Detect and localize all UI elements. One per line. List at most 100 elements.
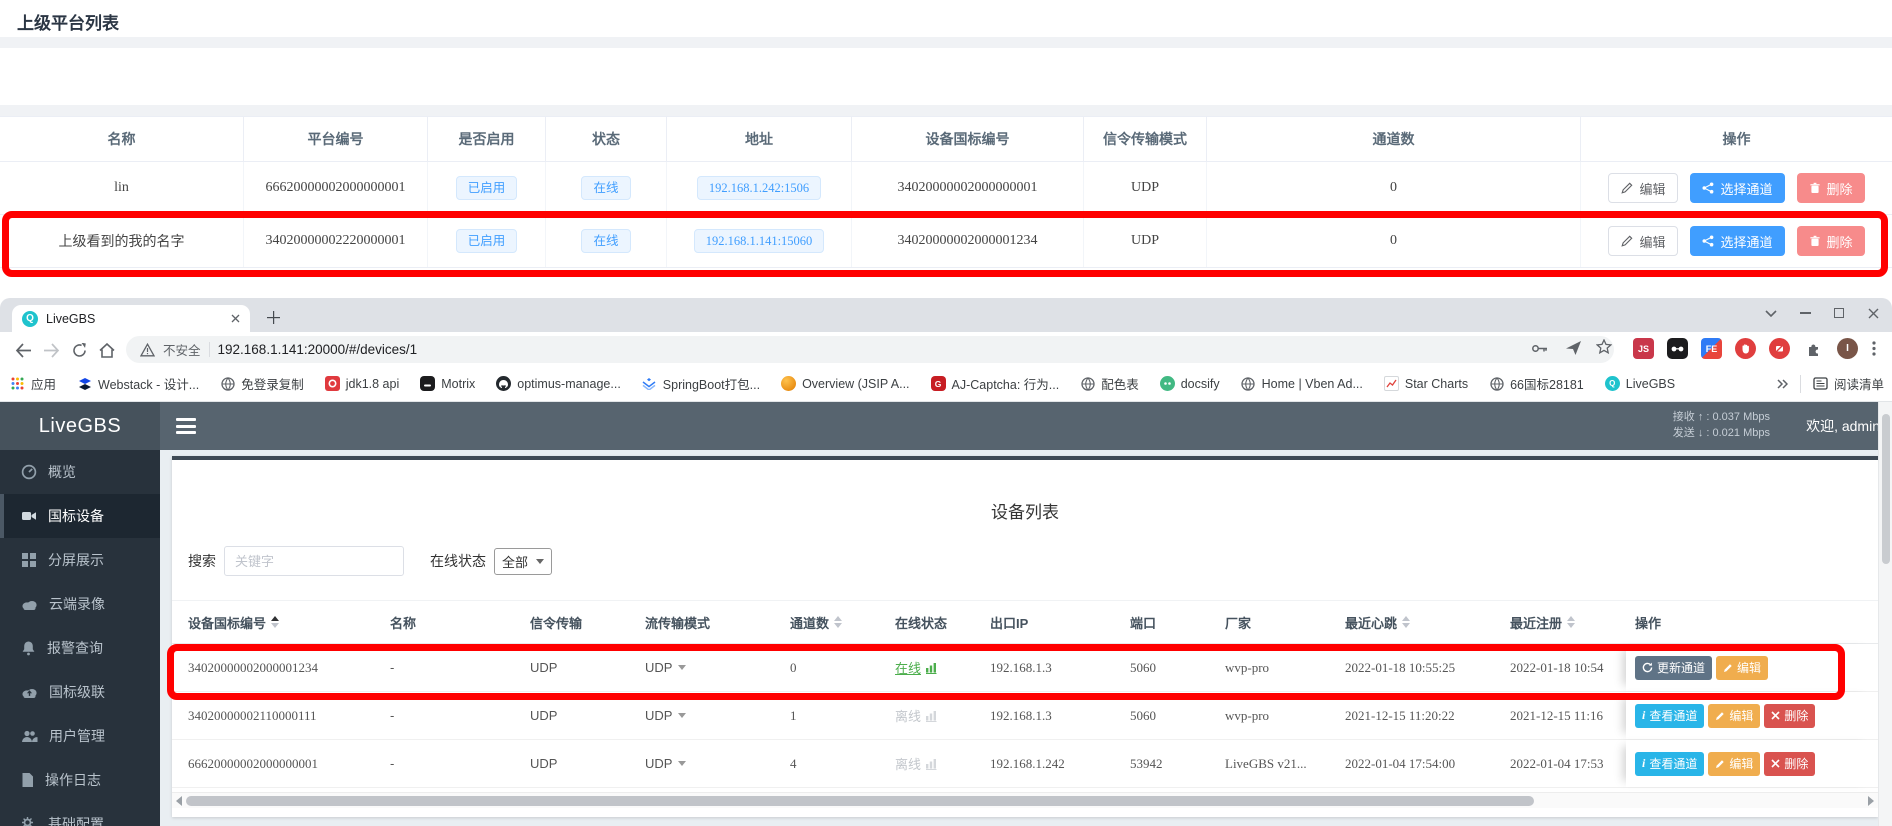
profile-avatar[interactable]: I [1837, 338, 1858, 359]
view-channels-button[interactable]: i 查看通道 [1635, 751, 1705, 776]
col-registered[interactable]: 最近注册 [1510, 613, 1626, 632]
window-close-button[interactable] [1856, 298, 1890, 328]
tab-search-chevron-icon[interactable] [1754, 298, 1788, 328]
select-channel-button[interactable]: 选择通道 [1690, 226, 1785, 256]
col-device-gb-id[interactable]: 设备国标编号 [188, 613, 390, 632]
hamburger-menu-icon[interactable] [176, 418, 196, 434]
edit-button[interactable]: 编辑 [1708, 703, 1761, 728]
edit-button[interactable]: 编辑 [1608, 226, 1679, 256]
bookmark-vben[interactable]: Home | Vben Ad... [1241, 376, 1363, 391]
bookmark-motrix[interactable]: Motrix [420, 376, 475, 391]
col-header-name: 名称 [107, 131, 136, 147]
back-icon[interactable] [12, 339, 34, 361]
col-header-device-gb-id: 设备国标编号 [851, 117, 1083, 161]
cell-channels: 0 [1206, 162, 1580, 214]
bookmark-apps[interactable]: 应用 [10, 374, 56, 393]
ext-adblock-hand-icon[interactable] [1735, 338, 1756, 359]
sidebar-item-basic-config[interactable]: 基础配置 [0, 802, 160, 826]
window-minimize-button[interactable] [1788, 298, 1822, 328]
col-port: 端口 [1130, 615, 1157, 631]
delete-button[interactable]: 删除 [1796, 173, 1865, 203]
sort-icon [1567, 616, 1576, 628]
bookmark-springboot[interactable]: SpringBoot打包... [642, 374, 760, 393]
sidebar-item-user-management[interactable]: 用户管理 [0, 714, 160, 758]
new-tab-button[interactable] [262, 306, 284, 328]
close-icon [1771, 711, 1780, 720]
view-channels-button[interactable]: i 查看通道 [1635, 703, 1705, 728]
scroll-right-icon[interactable] [1868, 795, 1874, 806]
window-vertical-scrollbar[interactable] [1878, 402, 1892, 826]
bookmark-starcharts[interactable]: Star Charts [1383, 376, 1468, 391]
cell-registered: 2022-01-04 17:53 [1510, 755, 1604, 771]
col-channels[interactable]: 通道数 [790, 613, 895, 632]
col-heartbeat[interactable]: 最近心跳 [1345, 613, 1510, 632]
delete-button[interactable]: 删除 [1764, 751, 1816, 776]
bookmark-star-icon[interactable] [1596, 339, 1612, 354]
online-status-link[interactable]: 在线 [895, 658, 938, 677]
select-channel-button[interactable]: 选择通道 [1690, 173, 1785, 203]
traffic-stats: 接收 ↑ : 0.037 Mbps 发送 ↓ : 0.021 Mbps [1673, 409, 1770, 441]
bookmark-gb28181[interactable]: 66国标28181 [1489, 374, 1584, 393]
bookmark-copy[interactable]: 免登录复制 [220, 374, 304, 393]
cell-name: - [390, 756, 395, 771]
bookmark-docsify[interactable]: docsify [1159, 376, 1220, 391]
extensions-puzzle-icon[interactable] [1803, 338, 1824, 359]
bookmark-github[interactable]: optimus-manage... [496, 376, 621, 391]
bookmark-jsip[interactable]: Overview (JSIP A... [781, 376, 910, 391]
scrollbar-thumb[interactable] [186, 796, 1534, 806]
welcome-user[interactable]: 欢迎, admin [1806, 418, 1880, 434]
sidebar-item-operation-log[interactable]: 操作日志 [0, 758, 160, 802]
browser-tab-livegbs[interactable]: Q LiveGBS [12, 305, 250, 332]
stream-mode-dropdown[interactable]: UDP [645, 708, 687, 723]
device-table-header: 设备国标编号 名称 信令传输 流传输模式 通道数 在线状态 出口IP 端口 厂家… [172, 600, 1878, 644]
col-signal: 信令传输 [530, 615, 583, 631]
search-input[interactable] [224, 546, 404, 576]
window-maximize-button[interactable] [1822, 298, 1856, 328]
bookmark-livegbs[interactable]: Q LiveGBS [1604, 376, 1675, 391]
sidebar-item-split-screen[interactable]: 分屏展示 [0, 538, 160, 582]
sidebar-item-cloud-record[interactable]: 云端录像 [0, 582, 160, 626]
sidebar-item-gb-cascade[interactable]: 国标级联 [0, 670, 160, 714]
online-status-label: 在线状态 [430, 553, 486, 569]
cell-port: 5060 [1130, 659, 1156, 675]
stream-mode-dropdown[interactable]: UDP [645, 660, 687, 675]
delete-button[interactable]: 删除 [1764, 703, 1816, 728]
bookmark-ajcaptcha[interactable]: G AJ-Captcha: 行为... [930, 374, 1059, 393]
sidebar-item-gb-devices[interactable]: 国标设备 [0, 494, 160, 538]
edit-button[interactable]: 编辑 [1716, 655, 1769, 680]
delete-button[interactable]: 删除 [1796, 226, 1865, 256]
col-vendor: 厂家 [1225, 615, 1252, 631]
browser-menu-icon[interactable] [1863, 338, 1884, 359]
address-bar[interactable]: 不安全 192.168.1.141:20000/#/devices/1 [126, 336, 1614, 363]
scroll-left-icon[interactable] [176, 795, 182, 806]
update-channels-button[interactable]: 更新通道 [1635, 655, 1713, 680]
bookmark-jdk[interactable]: jdk1.8 api [324, 376, 399, 391]
key-icon[interactable] [1531, 341, 1548, 356]
sidebar-item-alarm-query[interactable]: 报警查询 [0, 626, 160, 670]
ext-image-blocker-icon[interactable] [1769, 338, 1790, 359]
ext-js-icon[interactable]: JS [1633, 338, 1654, 359]
scrollbar-thumb[interactable] [1882, 414, 1890, 564]
cloud-upload-icon [21, 686, 38, 699]
chevron-down-icon [678, 761, 687, 766]
edit-button[interactable]: 编辑 [1708, 751, 1761, 776]
bookmark-webstack[interactable]: Webstack - 设计... [77, 374, 199, 393]
edit-button[interactable]: 编辑 [1608, 173, 1679, 203]
ext-proxy-glasses-icon[interactable] [1667, 338, 1688, 359]
col-actions: 操作 [1626, 601, 1878, 643]
bookmarks-overflow-icon[interactable] [1777, 378, 1788, 389]
stream-mode-dropdown[interactable]: UDP [645, 756, 687, 771]
horizontal-scrollbar[interactable] [172, 792, 1878, 808]
reading-list-button[interactable]: 阅读清单 [1813, 374, 1884, 393]
info-icon: i [1642, 756, 1646, 770]
send-icon[interactable] [1565, 340, 1582, 356]
tab-close-icon[interactable] [231, 314, 240, 323]
online-status-select[interactable]: 全部 [494, 547, 552, 575]
sidebar-item-overview[interactable]: 概览 [0, 450, 160, 494]
ext-fe-icon[interactable]: FE [1701, 338, 1722, 359]
bookmark-palette[interactable]: 配色表 [1080, 374, 1139, 393]
reload-icon[interactable] [68, 339, 90, 361]
forward-icon[interactable] [40, 339, 62, 361]
platform-table: 名称 平台编号 是否启用 状态 地址 设备国标编号 信令传输模式 通道数 操作 … [0, 116, 1892, 268]
home-icon[interactable] [96, 339, 118, 361]
